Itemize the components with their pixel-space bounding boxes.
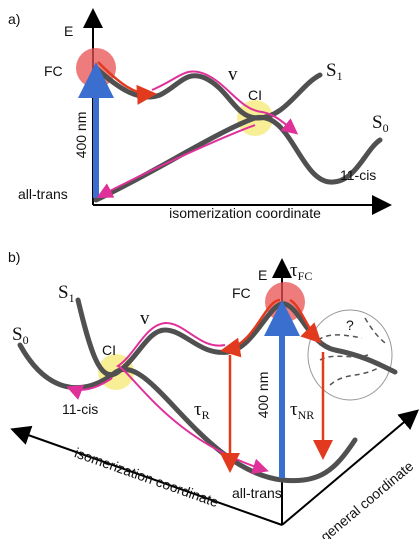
fc-label: FC [44,63,63,79]
axis-label: E [64,23,73,39]
s0-sub: 0 [383,121,389,135]
trans-label: all-trans [232,485,282,501]
s0-base: S [372,112,383,133]
panel-label: a) [8,11,20,27]
unknown-label: ? [346,317,354,333]
s1-sub: 1 [69,291,75,305]
s0-sub: 0 [23,333,29,347]
s0-curve [96,117,380,200]
s1-label: S1 [326,60,343,83]
s0-label: S0 [372,112,389,135]
tau-sub: R [202,408,210,422]
s1-sub: 1 [337,69,343,83]
v-label: v [228,64,238,85]
v-label: v [140,308,150,329]
s1-curve [78,300,395,375]
cis-label: 11-cis [340,167,376,183]
s1-base: S [326,60,337,81]
s1-base: S [58,282,69,303]
s0-base: S [12,324,23,345]
panel-label: b) [8,249,20,265]
cis-label: 11-cis [62,401,98,417]
excitation-label: 400 nm [73,112,89,159]
axis-label: isomerization coordinate [169,205,321,221]
s1-label: S1 [58,282,75,305]
fc-label: FC [232,285,251,301]
tau-r-label: τR [194,399,210,422]
tau-fc-label: τFC [290,260,312,283]
diagram: a) E isomerization coordinate 400 nm FC … [0,0,419,539]
panel-b: b) E isomerization coordinate general co… [8,249,417,539]
s0-label: S0 [12,324,29,347]
ci-label: CI [248,87,262,103]
tau-sub: NR [298,408,315,422]
tau-sub: FC [298,269,313,283]
tau-nr-label: τNR [290,399,314,422]
ci-label: CI [102,342,116,358]
axis-label: E [258,267,267,283]
panel-a: a) E isomerization coordinate 400 nm FC … [8,11,389,221]
trans-label: all-trans [18,186,68,202]
axis-label: isomerization coordinate [72,444,221,510]
excitation-label: 400 nm [255,372,271,419]
